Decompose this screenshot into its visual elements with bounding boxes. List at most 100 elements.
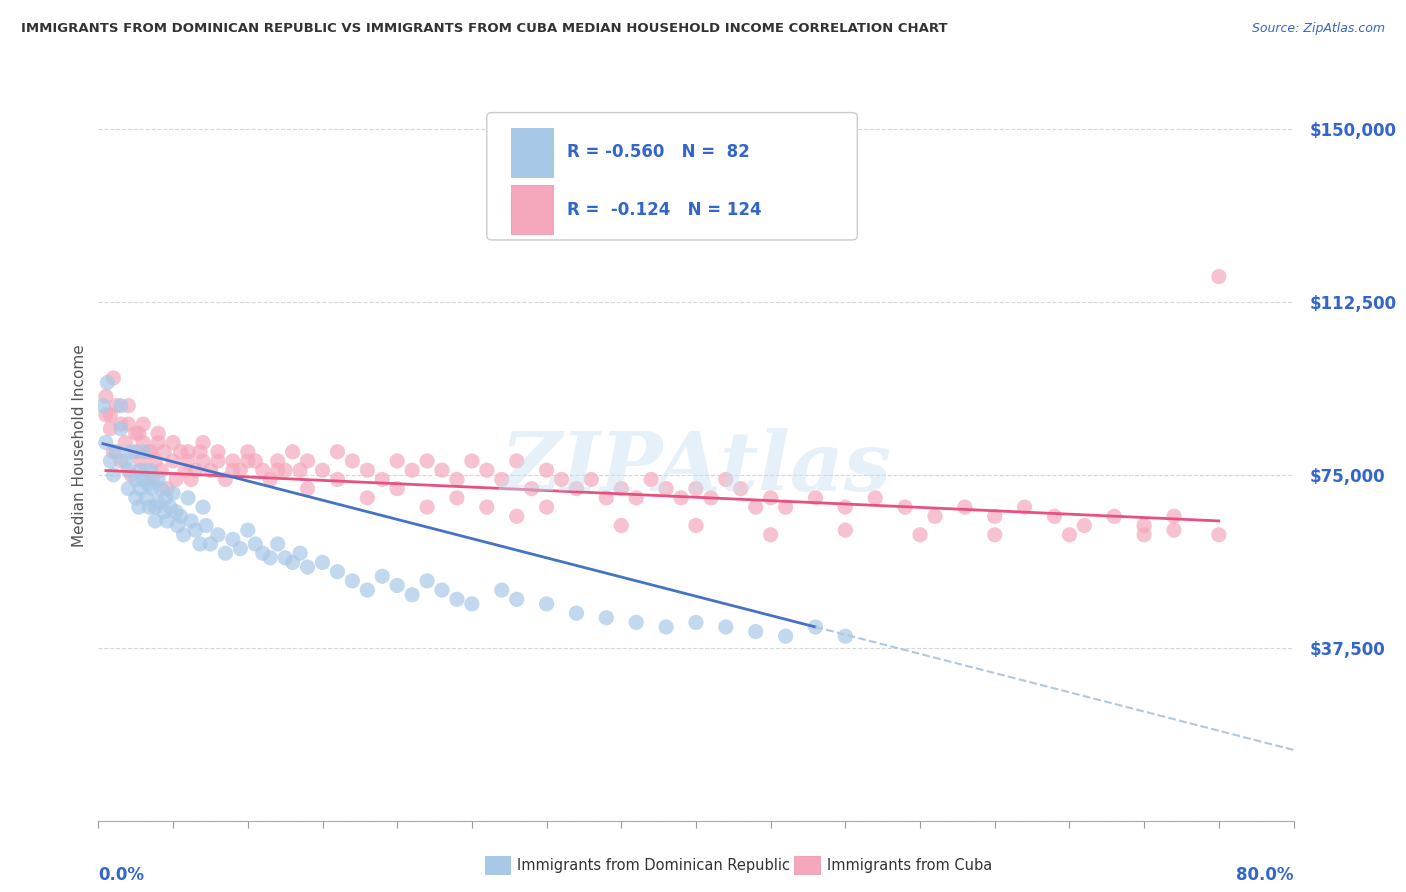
Point <box>150 463 173 477</box>
Point <box>297 482 319 496</box>
Point <box>297 454 319 468</box>
Point <box>180 472 202 486</box>
Point <box>894 500 917 514</box>
Point <box>103 444 125 458</box>
Point <box>184 463 207 477</box>
Point <box>804 620 827 634</box>
Point <box>166 518 188 533</box>
Point <box>207 454 229 468</box>
Point <box>506 592 529 607</box>
Point <box>491 472 513 486</box>
Point <box>1208 528 1230 542</box>
Point <box>117 463 139 477</box>
Point <box>110 422 132 436</box>
Point <box>191 435 214 450</box>
Point <box>177 454 200 468</box>
Point <box>1104 509 1126 524</box>
Point <box>281 444 304 458</box>
Text: Immigrants from Cuba: Immigrants from Cuba <box>827 858 993 872</box>
Text: Immigrants from Dominican Republic: Immigrants from Dominican Republic <box>517 858 790 872</box>
Point <box>520 482 543 496</box>
Point <box>1014 500 1036 514</box>
Point <box>128 500 150 514</box>
FancyBboxPatch shape <box>486 112 858 240</box>
Point <box>834 500 856 514</box>
Point <box>135 463 157 477</box>
Point <box>759 491 782 505</box>
Point <box>834 629 856 643</box>
Point <box>685 482 707 496</box>
Point <box>141 472 163 486</box>
Point <box>385 454 409 468</box>
Point <box>191 454 214 468</box>
Point <box>114 435 136 450</box>
Point <box>245 537 267 551</box>
Point <box>236 454 259 468</box>
Point <box>135 491 157 505</box>
Point <box>214 472 236 486</box>
Point <box>96 376 118 390</box>
Point <box>804 491 827 505</box>
Point <box>177 491 200 505</box>
Point <box>125 426 148 441</box>
Point <box>311 556 333 570</box>
Point <box>430 583 453 598</box>
Point <box>188 444 211 458</box>
Point <box>371 569 394 583</box>
Point <box>110 417 132 431</box>
Point <box>229 541 252 556</box>
Point <box>775 629 797 643</box>
Point <box>446 592 468 607</box>
Point <box>125 491 148 505</box>
Point <box>536 500 558 514</box>
Point <box>461 454 484 468</box>
Point <box>236 523 259 537</box>
Point <box>148 426 170 441</box>
Point <box>132 444 155 458</box>
Point <box>245 454 267 468</box>
Point <box>714 472 737 486</box>
Bar <box>510 186 553 235</box>
Point <box>685 518 707 533</box>
Point <box>207 528 229 542</box>
Point <box>128 426 150 441</box>
Point <box>655 620 678 634</box>
Point <box>385 578 409 592</box>
Point <box>105 399 128 413</box>
Point <box>94 435 117 450</box>
Point <box>416 574 439 588</box>
Point <box>274 463 297 477</box>
Point <box>200 537 222 551</box>
Point <box>110 454 132 468</box>
Point <box>143 514 166 528</box>
Point <box>117 417 139 431</box>
Point <box>91 399 114 413</box>
Point <box>136 477 159 491</box>
Point <box>207 444 229 458</box>
Point <box>259 550 281 565</box>
Point <box>94 408 117 422</box>
Point <box>143 454 166 468</box>
Point <box>214 546 236 560</box>
Point <box>103 467 125 482</box>
Point <box>446 491 468 505</box>
Point <box>475 463 498 477</box>
Point <box>730 482 752 496</box>
Point <box>162 454 184 468</box>
Point <box>461 597 484 611</box>
Point <box>536 597 558 611</box>
Point <box>1163 509 1185 524</box>
Point <box>150 482 173 496</box>
Point <box>416 500 439 514</box>
Point <box>155 491 177 505</box>
Point <box>195 518 218 533</box>
Point <box>1163 523 1185 537</box>
Point <box>775 500 797 514</box>
Point <box>385 482 409 496</box>
Point <box>401 588 423 602</box>
Point <box>200 463 222 477</box>
Point <box>1043 509 1066 524</box>
Point <box>274 550 297 565</box>
Point <box>416 454 439 468</box>
Point <box>834 523 856 537</box>
